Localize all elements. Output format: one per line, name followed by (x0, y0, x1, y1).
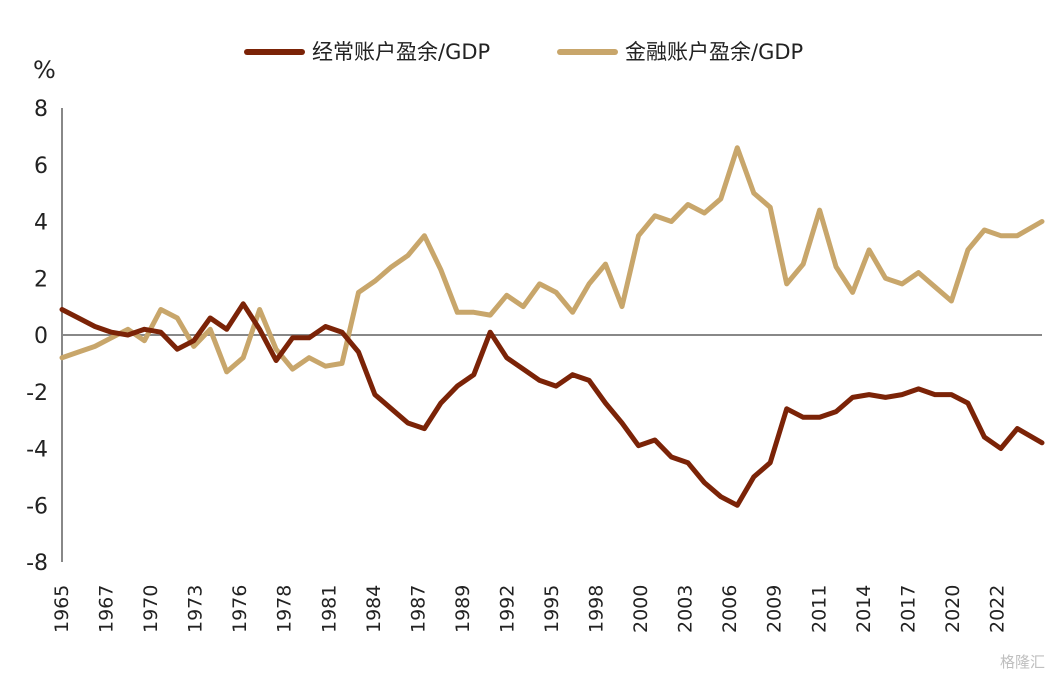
series-line-financial-account (59, 145, 1045, 375)
x-tick-label: 2011 (808, 585, 830, 633)
y-tick-label: -2 (26, 381, 48, 406)
x-tick-label: 1987 (407, 585, 429, 633)
x-tick-label: 1989 (452, 585, 474, 633)
x-tick-label: 2003 (675, 585, 697, 633)
series-line-current-account (59, 301, 1045, 508)
y-tick-label: -6 (26, 494, 48, 519)
y-tick-label: 6 (34, 154, 48, 179)
y-axis-ticks: 8 6 4 2 0 -2 -4 -6 -8 (26, 97, 48, 576)
legend-label-financial-account: 金融账户盈余/GDP (625, 40, 803, 64)
x-tick-label: 1984 (363, 585, 385, 633)
x-tick-label: 2014 (853, 585, 875, 633)
x-tick-label: 1965 (51, 585, 73, 633)
y-tick-label: -8 (26, 551, 48, 576)
y-tick-label: 8 (34, 97, 48, 122)
x-tick-label: 1995 (541, 585, 563, 633)
legend-label-current-account: 经常账户盈余/GDP (312, 40, 490, 64)
x-tick-label: 2020 (942, 585, 964, 633)
x-tick-label: 2017 (897, 585, 919, 633)
x-tick-label: 2000 (630, 585, 652, 633)
y-tick-label: 4 (34, 211, 48, 236)
y-tick-label: 0 (34, 324, 48, 349)
x-tick-label: 1967 (96, 585, 118, 633)
watermark: 格隆汇 (1000, 653, 1045, 671)
x-tick-label: 2006 (719, 585, 741, 633)
legend: 经常账户盈余/GDP 金融账户盈余/GDP (244, 40, 803, 64)
x-tick-label: 1978 (274, 585, 296, 633)
x-tick-label: 2022 (986, 585, 1008, 633)
x-tick-label: 1998 (586, 585, 608, 633)
y-tick-label: -4 (26, 438, 48, 463)
x-tick-label: 1981 (318, 585, 340, 633)
x-tick-label: 1992 (496, 585, 518, 633)
x-axis-ticks: 1965 1967 1970 1973 1976 1978 1981 1984 1987 1989… (51, 585, 1008, 633)
x-tick-label: 1973 (185, 585, 207, 633)
y-axis-unit-label: % (33, 56, 56, 84)
x-tick-label: 1970 (140, 585, 162, 633)
series-layer (59, 145, 1045, 508)
x-tick-label: 1976 (229, 585, 251, 633)
x-tick-label: 2009 (764, 585, 786, 633)
y-tick-label: 2 (34, 267, 48, 292)
